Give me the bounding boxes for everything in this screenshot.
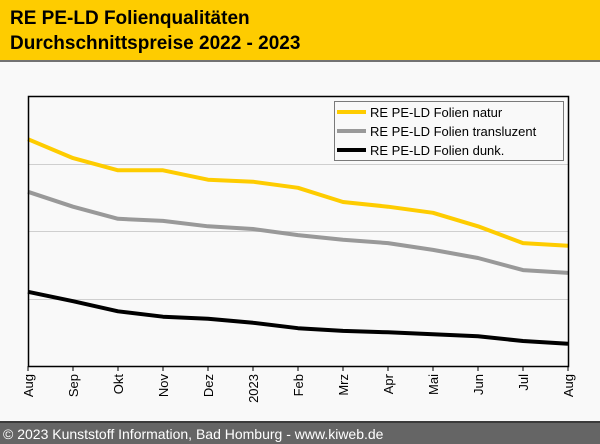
x-tick-label: Nov [156, 374, 171, 398]
legend-label-2: RE PE-LD Folien dunk. [370, 143, 504, 158]
x-tick-label: Apr [381, 373, 396, 394]
footer: © 2023 Kunststoff Information, Bad Hombu… [0, 421, 600, 444]
x-tick-label: Okt [111, 374, 126, 395]
chart-title-line2: Durchschnittspreise 2022 - 2023 [10, 33, 301, 54]
x-tick-label: 2023 [246, 374, 261, 403]
x-tick-label: Jun [471, 374, 486, 395]
x-tick-label: Feb [291, 374, 306, 396]
copyright-text: © 2023 Kunststoff Information, Bad Hombu… [3, 426, 384, 442]
x-tick-label: Jul [516, 374, 531, 391]
x-tick-label: Mai [426, 374, 441, 395]
x-tick-label: Aug [561, 374, 576, 397]
chart-title-line1: RE PE-LD Folienqualitäten [10, 8, 250, 29]
legend-label-0: RE PE-LD Folien natur [370, 105, 503, 120]
x-tick-label: Aug [21, 374, 36, 397]
chart-header: RE PE-LD Folienqualitäten Durchschnittsp… [0, 0, 600, 62]
legend-label-1: RE PE-LD Folien transluzent [370, 124, 537, 139]
series-line-1 [27, 189, 569, 275]
x-tick-label: Dez [201, 374, 216, 397]
legend-box [334, 101, 564, 161]
legend: RE PE-LD Folien natur RE PE-LD Folien tra… [334, 101, 564, 161]
x-tick-label: Mrz [336, 374, 351, 396]
x-tick-label: Sep [66, 374, 81, 397]
